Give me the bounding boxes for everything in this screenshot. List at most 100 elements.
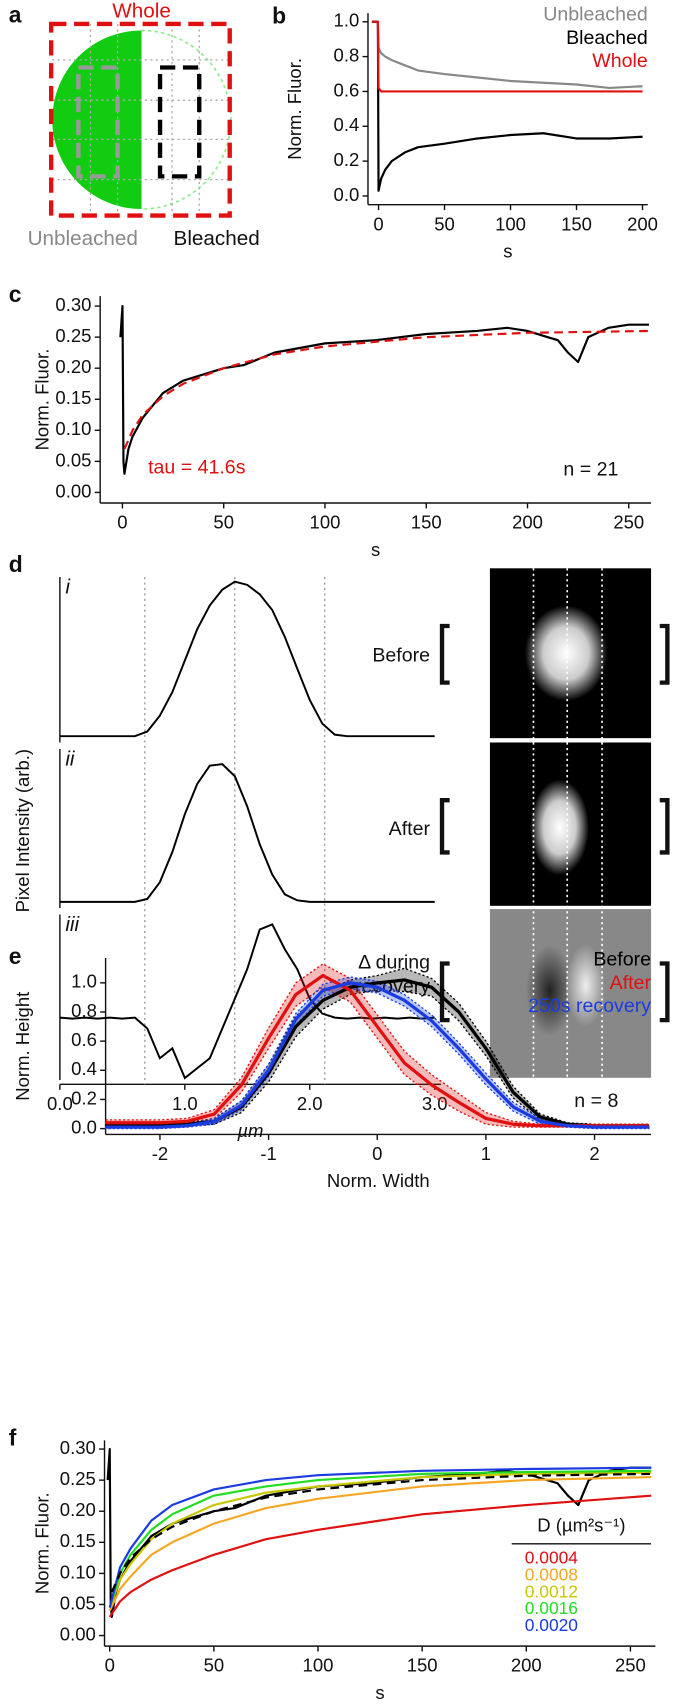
x-axis-label: µm bbox=[236, 1120, 263, 1141]
x-tick-label: 150 bbox=[561, 213, 592, 234]
y-tick-label: 0.25 bbox=[55, 325, 91, 346]
whole-roi bbox=[48, 21, 232, 218]
panel-label: d bbox=[9, 551, 23, 577]
y-tick-label: 1.0 bbox=[71, 971, 97, 992]
y-tick-label: 0.00 bbox=[55, 480, 91, 501]
y-tick-label: 0.8 bbox=[71, 1000, 97, 1021]
panel-label: f bbox=[9, 1424, 17, 1450]
x-tick-label: 0 bbox=[117, 512, 127, 533]
panel-label: e bbox=[9, 943, 22, 969]
y-tick-label: 0.10 bbox=[55, 418, 91, 439]
series-line bbox=[123, 329, 649, 450]
image-guides bbox=[532, 568, 603, 1078]
spot bbox=[525, 944, 574, 1037]
x-tick-label: 150 bbox=[407, 1655, 438, 1676]
profile-line bbox=[59, 923, 435, 1080]
series-line bbox=[119, 304, 649, 475]
y-tick-label: 0.6 bbox=[334, 79, 360, 100]
legend-entry: 0.0020 bbox=[525, 1615, 578, 1635]
legend-entry: Unbleached bbox=[543, 3, 647, 25]
y-tick-label: 0.30 bbox=[55, 294, 91, 315]
diagram-a: a Whole Unbleached Bleached bbox=[9, 0, 260, 250]
y-axis-label: Norm. Height bbox=[12, 992, 33, 1101]
unbleached-roi bbox=[76, 65, 120, 179]
series-line bbox=[105, 981, 649, 1129]
profile-label: Δ during bbox=[358, 952, 430, 974]
series-line bbox=[108, 1475, 652, 1612]
spot bbox=[566, 943, 606, 1027]
x-tick-label: 1.0 bbox=[172, 1093, 198, 1114]
unbleached-label: Unbleached bbox=[28, 227, 138, 250]
x-tick-label: 150 bbox=[411, 512, 442, 533]
profile-name: iii bbox=[65, 913, 80, 936]
y-tick-label: 0.4 bbox=[334, 114, 360, 135]
x-tick-label: 100 bbox=[303, 1655, 334, 1676]
series-line bbox=[108, 1494, 652, 1618]
x-tick-label: 200 bbox=[627, 213, 658, 234]
x-tick-label: 1 bbox=[481, 1143, 491, 1164]
y-tick-label: 0.00 bbox=[60, 1623, 96, 1644]
legend-entry: 0.0016 bbox=[525, 1598, 578, 1618]
x-tick-label: -2 bbox=[152, 1143, 168, 1164]
profile-label: Before bbox=[372, 645, 430, 667]
y-tick-label: 0.15 bbox=[60, 1530, 96, 1551]
x-tick-label: 200 bbox=[512, 512, 543, 533]
y-tick-label: 0.05 bbox=[55, 449, 91, 470]
legend-entry: 0.0004 bbox=[525, 1548, 579, 1568]
y-axis-label: Norm. Fluor. bbox=[31, 349, 52, 451]
y-tick-label: 0.4 bbox=[71, 1058, 97, 1079]
outline bbox=[141, 29, 232, 210]
y-tick-label: 0.20 bbox=[55, 356, 91, 377]
series-line bbox=[108, 1469, 652, 1608]
x-tick-label: 250 bbox=[615, 1655, 646, 1676]
legend-entry: After bbox=[610, 972, 652, 994]
x-tick-label: 2.0 bbox=[297, 1093, 323, 1114]
series-line bbox=[108, 1471, 652, 1608]
spot bbox=[524, 605, 608, 702]
series-line bbox=[371, 20, 643, 93]
y-axis-label: Norm. Fluor. bbox=[284, 58, 305, 160]
profile-line bbox=[59, 763, 435, 903]
profile-line bbox=[59, 580, 435, 738]
x-tick-label: -1 bbox=[260, 1143, 276, 1164]
x-tick-label: 0 bbox=[105, 1655, 115, 1676]
micrographs bbox=[439, 568, 670, 1078]
y-tick-label: 0.25 bbox=[60, 1468, 96, 1489]
x-tick-label: 3.0 bbox=[422, 1093, 448, 1114]
legend-entry: Bleached bbox=[566, 27, 648, 49]
y-tick-label: 0.0 bbox=[71, 1116, 97, 1137]
series-line bbox=[110, 1472, 652, 1593]
series-line bbox=[371, 20, 643, 192]
legend-entry: Before bbox=[593, 948, 651, 970]
profile-name: i bbox=[65, 575, 71, 598]
x-tick-label: 0.0 bbox=[47, 1093, 73, 1114]
panel-label: c bbox=[9, 281, 22, 307]
y-tick-label: 0.05 bbox=[60, 1592, 96, 1613]
bleached-roi bbox=[157, 65, 202, 179]
y-tick-label: 1.0 bbox=[334, 10, 360, 31]
whole-label: Whole bbox=[112, 0, 171, 22]
y-tick-label: 0.30 bbox=[60, 1437, 96, 1458]
x-tick-label: 0 bbox=[373, 213, 383, 234]
panel-label: b bbox=[272, 2, 286, 28]
y-tick-label: 0.15 bbox=[55, 387, 91, 408]
x-tick-label: 50 bbox=[213, 512, 234, 533]
profile-label: After bbox=[389, 818, 431, 840]
panel-label: a bbox=[9, 1, 22, 27]
x-tick-label: 200 bbox=[511, 1655, 542, 1676]
spot bbox=[530, 779, 589, 876]
annotation: tau = 41.6s bbox=[148, 456, 246, 478]
x-tick-label: 0 bbox=[372, 1143, 382, 1164]
y-tick-label: 0.6 bbox=[71, 1029, 97, 1050]
bleached-label: Bleached bbox=[174, 227, 260, 250]
profile-name: ii bbox=[65, 747, 76, 770]
x-axis-label: s bbox=[503, 240, 512, 261]
y-tick-label: 0.2 bbox=[334, 149, 360, 170]
bleach-half bbox=[52, 30, 142, 210]
x-tick-label: 50 bbox=[434, 213, 455, 234]
legend-entry: 0.0012 bbox=[525, 1581, 578, 1601]
x-axis-label: Norm. Width bbox=[327, 1170, 430, 1191]
brackets bbox=[439, 623, 670, 1023]
y-tick-label: 0.0 bbox=[334, 184, 360, 205]
y-tick-label: 0.10 bbox=[60, 1561, 96, 1582]
